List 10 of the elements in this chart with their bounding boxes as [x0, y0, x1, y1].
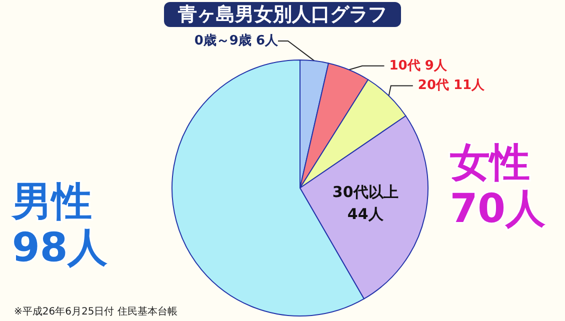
slice-label: 10代 9人 [389, 58, 448, 74]
slice-label: 20代 11人 [418, 78, 486, 94]
slice-label: 0歳～9歳 6人 [194, 34, 279, 48]
slice-label: 男性 [11, 179, 92, 226]
slice-label: 30代以上 [332, 182, 398, 201]
chart-title: 青ヶ島男女別人口グラフ [177, 4, 387, 26]
text: 女性 70人 [450, 140, 546, 232]
data-label: 98人 [12, 225, 109, 272]
text: ※平成26年6月25日付 住民基本台帳 [14, 306, 178, 318]
data-label: 44人 [347, 204, 384, 223]
